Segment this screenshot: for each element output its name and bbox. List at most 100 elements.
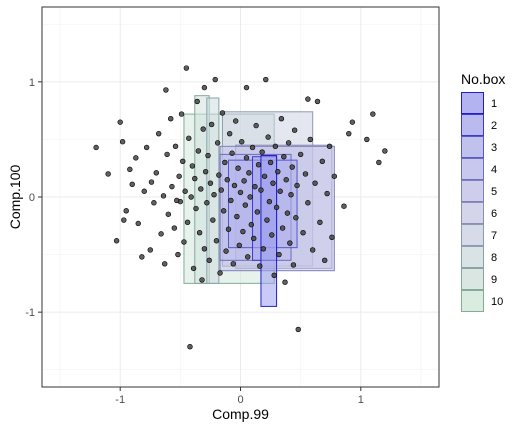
data-point [319, 158, 326, 165]
data-point [295, 326, 301, 333]
legend-title: No.box [461, 71, 505, 87]
data-point [254, 209, 261, 215]
data-point [364, 136, 370, 143]
data-point [237, 189, 244, 196]
data-point [305, 96, 311, 102]
data-point [151, 200, 157, 206]
data-point [207, 180, 214, 186]
data-point [241, 178, 247, 184]
data-point [278, 115, 285, 122]
data-point [307, 136, 313, 143]
y-axis: -1 0 1 [25, 77, 42, 319]
data-point [194, 98, 200, 105]
data-point [214, 140, 221, 146]
data-point [271, 272, 277, 279]
legend-key-3 [461, 136, 484, 158]
data-point [235, 165, 241, 171]
legend-key-7 [461, 224, 484, 246]
data-point [105, 171, 111, 177]
data-point [253, 122, 259, 129]
data-point [218, 187, 224, 193]
data-point [245, 254, 251, 260]
y-axis-title: Comp.100 [7, 164, 23, 229]
data-point [346, 130, 352, 137]
data-point [135, 220, 141, 227]
data-point [231, 182, 238, 189]
data-point [196, 229, 203, 236]
data-point [171, 225, 178, 231]
data-point [255, 162, 262, 168]
data-point [148, 179, 155, 185]
data-point [287, 240, 293, 246]
data-point [232, 118, 239, 124]
data-point [174, 197, 180, 204]
data-point [164, 151, 170, 158]
data-point [160, 193, 167, 199]
data-point [201, 84, 208, 91]
data-point [198, 186, 204, 192]
data-point [264, 217, 270, 223]
data-point [182, 188, 188, 194]
x-tick-label: 1 [358, 394, 364, 406]
data-point [176, 173, 182, 179]
data-point [282, 279, 288, 285]
data-point [205, 152, 211, 159]
data-point [326, 143, 333, 150]
data-point [266, 198, 273, 205]
data-point [230, 261, 236, 267]
data-point [267, 159, 274, 166]
legend-label-1: 1 [491, 98, 497, 110]
data-point [181, 239, 187, 245]
data-point [211, 191, 217, 198]
data-point [121, 217, 127, 223]
data-point [190, 265, 197, 272]
data-point [370, 111, 376, 117]
legend-label-3: 3 [491, 142, 497, 154]
data-point [200, 126, 206, 132]
data-point [261, 173, 268, 179]
data-point [317, 219, 323, 226]
data-point [168, 115, 174, 122]
data-point [270, 180, 276, 186]
data-point [186, 135, 192, 141]
data-point [283, 177, 289, 183]
data-point [217, 270, 223, 276]
data-point [143, 144, 150, 151]
data-point [129, 181, 135, 188]
data-point [225, 226, 232, 232]
data-point [382, 148, 388, 154]
legend-key-1 [461, 92, 484, 114]
data-point [155, 130, 162, 137]
data-point [199, 277, 205, 283]
data-point [242, 202, 249, 208]
data-point [258, 187, 264, 193]
data-point [223, 248, 229, 254]
data-point [234, 213, 240, 220]
data-point [376, 159, 382, 166]
x-tick-label: -1 [115, 394, 125, 406]
legend-label-2: 2 [491, 120, 497, 132]
x-axis: -1 0 1 [115, 387, 364, 406]
data-point [331, 173, 338, 179]
data-point [279, 225, 286, 231]
legend-label-4: 4 [491, 164, 497, 176]
legend-key-9 [461, 268, 484, 290]
data-point [248, 221, 255, 228]
data-point [259, 149, 265, 155]
data-point [188, 194, 194, 200]
data-point [257, 263, 263, 269]
data-point [246, 170, 252, 176]
legend: 1 2 3 4 5 6 7 8 9 10 [461, 92, 503, 312]
data-point [243, 84, 250, 91]
data-point [290, 262, 297, 268]
data-point [133, 155, 139, 161]
data-point [322, 257, 328, 264]
data-point [277, 188, 283, 194]
x-tick-label: 0 [237, 394, 243, 406]
data-point [169, 183, 175, 190]
data-point [229, 150, 235, 156]
data-point [184, 219, 191, 226]
data-point [222, 159, 228, 166]
data-point [123, 208, 129, 214]
legend-key-8 [461, 246, 484, 268]
